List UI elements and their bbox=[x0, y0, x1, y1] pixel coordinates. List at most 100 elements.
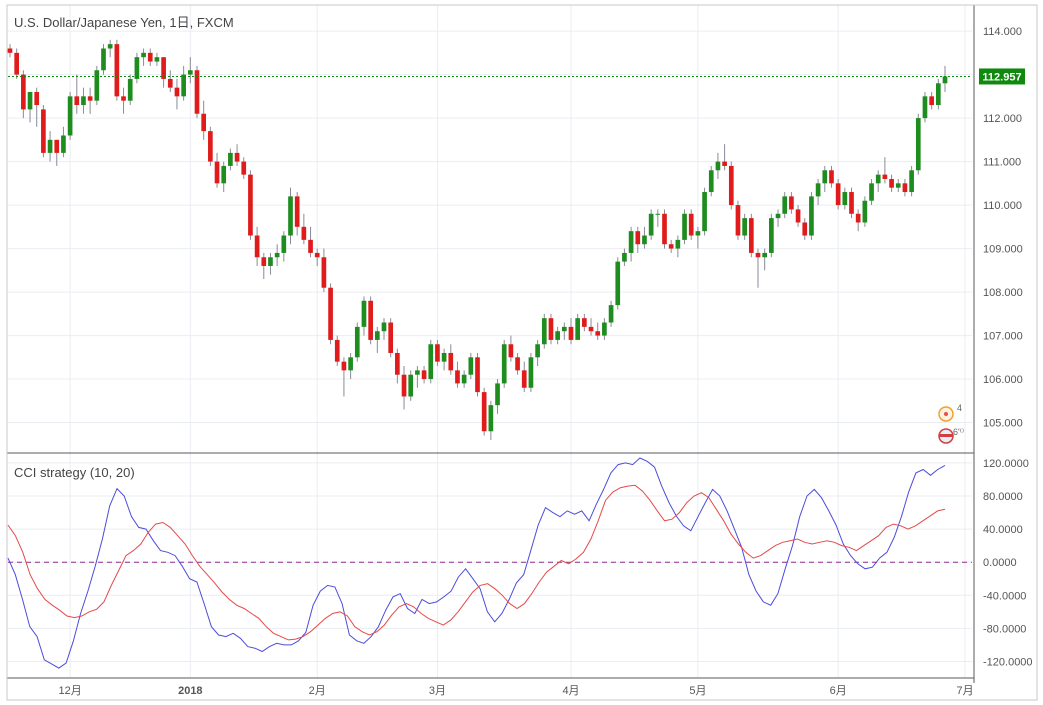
cci-axis-tick-label: -120.0000 bbox=[983, 656, 1033, 668]
candle-body bbox=[561, 326, 567, 332]
candle-body bbox=[87, 96, 93, 101]
cci-axis-tick-label: 0.0000 bbox=[983, 557, 1017, 569]
time-axis[interactable]: 12月 2018 2月 3月 4月 5月 6月 7月 bbox=[58, 685, 973, 697]
price-axis[interactable]: 114.000113.000112.000111.000110.000109.0… bbox=[983, 26, 1023, 429]
candle-body bbox=[935, 83, 941, 106]
candle-body bbox=[334, 339, 340, 362]
candle-body bbox=[882, 174, 888, 179]
candle-body bbox=[107, 44, 113, 49]
price-axis-tick-label: 111.000 bbox=[983, 157, 1021, 169]
candle-body bbox=[141, 52, 146, 58]
candle-body bbox=[608, 305, 614, 323]
time-axis-tick-label: 5月 bbox=[689, 685, 706, 697]
candle-body bbox=[74, 96, 80, 106]
candle-body bbox=[154, 57, 160, 62]
candle-body bbox=[875, 174, 881, 184]
price-candles bbox=[7, 39, 948, 440]
candle-body bbox=[822, 170, 828, 184]
candle-body bbox=[769, 218, 774, 253]
candle-body bbox=[221, 165, 227, 184]
time-axis-tick-label: 2018 bbox=[178, 685, 202, 697]
candle-body bbox=[261, 257, 267, 266]
candle-body bbox=[842, 192, 848, 206]
candle-body bbox=[688, 213, 694, 236]
candle-body bbox=[942, 76, 948, 84]
candle-body bbox=[448, 352, 454, 371]
time-axis-tick-label: 3月 bbox=[429, 685, 446, 697]
candle-body bbox=[181, 74, 186, 97]
candle-body bbox=[94, 70, 100, 101]
candle-body bbox=[395, 352, 400, 375]
candle-body bbox=[555, 331, 560, 340]
candle-body bbox=[228, 152, 233, 166]
candle-body bbox=[14, 52, 20, 75]
candle-body bbox=[167, 78, 173, 88]
candle-body bbox=[114, 44, 120, 97]
candle-body bbox=[294, 196, 300, 227]
event-marker-extra: 6'⁽⁾ bbox=[953, 427, 964, 437]
price-axis-tick-label: 110.000 bbox=[983, 200, 1022, 212]
candle-body bbox=[575, 318, 581, 340]
candle-body bbox=[588, 326, 594, 332]
price-axis-tick-label: 109.000 bbox=[983, 244, 1023, 256]
earnings-marker-dot-icon bbox=[944, 412, 948, 416]
candle-body bbox=[7, 48, 13, 53]
event-markers[interactable]: 4 6'⁽⁾ bbox=[938, 403, 964, 444]
cci-axis-tick-label: 120.0000 bbox=[983, 458, 1029, 470]
candle-body bbox=[748, 218, 754, 253]
candle-body bbox=[374, 331, 380, 340]
price-axis-tick-label: 108.000 bbox=[983, 287, 1023, 299]
candle-body bbox=[308, 239, 313, 253]
candle-body bbox=[381, 322, 387, 332]
candle-body bbox=[568, 326, 574, 340]
cci-axis[interactable]: 120.0000 80.0000 40.0000 0.0000 -40.0000 -80.… bbox=[983, 458, 1033, 669]
candle-body bbox=[428, 344, 434, 380]
candle-body bbox=[922, 96, 928, 119]
candle-body bbox=[528, 357, 534, 388]
candle-body bbox=[54, 139, 60, 153]
candle-body bbox=[829, 170, 834, 184]
candle-body bbox=[341, 361, 347, 371]
candle-body bbox=[521, 370, 527, 388]
cci-chart-title: CCI strategy (10, 20) bbox=[14, 465, 135, 480]
candle-body bbox=[622, 252, 627, 262]
price-axis-tick-label: 112.000 bbox=[983, 113, 1022, 125]
candle-body bbox=[655, 213, 661, 215]
candle-body bbox=[735, 205, 741, 236]
candle-body bbox=[348, 357, 353, 371]
candle-body bbox=[81, 96, 86, 106]
time-axis-tick-label: 7月 bbox=[956, 685, 973, 697]
candle-body bbox=[321, 257, 327, 288]
candle-body bbox=[241, 161, 247, 175]
candle-body bbox=[635, 231, 641, 245]
candle-body bbox=[388, 322, 394, 353]
price-chart-title: U.S. Dollar/Japanese Yen, 1日, FXCM bbox=[14, 15, 234, 30]
candle-body bbox=[455, 370, 460, 384]
candle-body bbox=[368, 300, 373, 340]
candle-body bbox=[642, 235, 647, 245]
candle-body bbox=[869, 183, 874, 201]
time-axis-tick-label: 12月 bbox=[58, 685, 81, 697]
last-price-badge-label: 112.957 bbox=[982, 71, 1021, 83]
candle-body bbox=[481, 392, 487, 432]
candle-body bbox=[802, 222, 808, 236]
candle-body bbox=[274, 252, 280, 258]
candle-body bbox=[441, 352, 447, 362]
candle-body bbox=[187, 70, 193, 75]
price-axis-tick-label: 105.000 bbox=[983, 418, 1023, 430]
cci-axis-tick-label: -40.0000 bbox=[983, 590, 1026, 602]
candle-body bbox=[468, 357, 474, 375]
candle-body bbox=[301, 226, 307, 240]
candle-body bbox=[602, 322, 607, 336]
candle-body bbox=[208, 131, 213, 162]
candle-body bbox=[662, 213, 667, 245]
price-pane[interactable]: U.S. Dollar/Japanese Yen, 1日, FXCM bbox=[7, 5, 972, 453]
cci-line-fast bbox=[7, 457, 946, 669]
candle-body bbox=[895, 183, 901, 188]
cci-pane[interactable]: CCI strategy (10, 20) bbox=[7, 453, 972, 678]
candle-body bbox=[742, 218, 747, 236]
candle-body bbox=[809, 196, 814, 236]
candle-body bbox=[762, 252, 768, 258]
